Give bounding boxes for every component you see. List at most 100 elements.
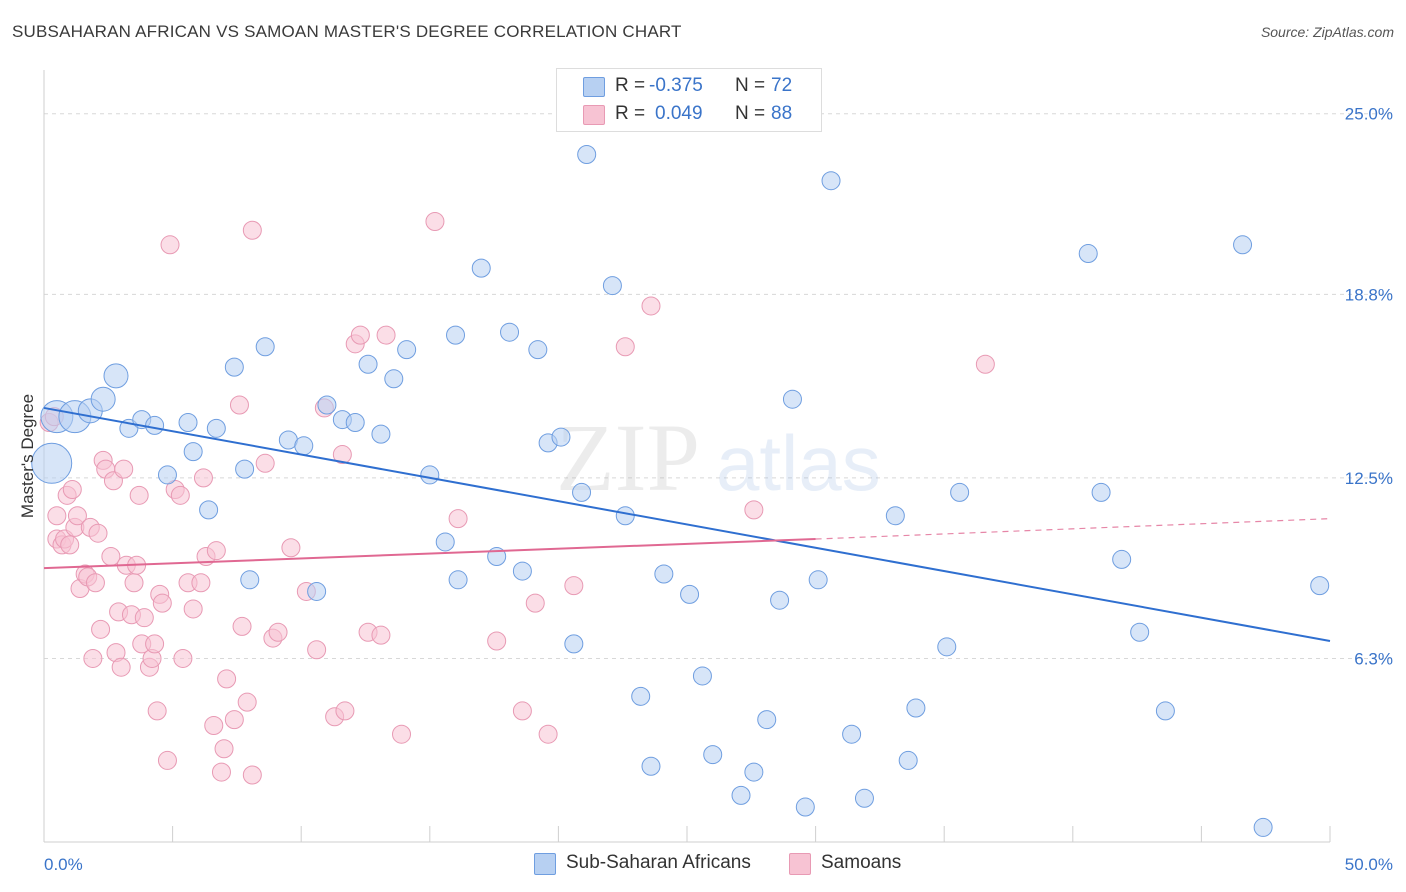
legend-label: Samoans — [821, 852, 902, 873]
sub-saharan-africans-point — [641, 756, 661, 776]
samoans-point — [60, 535, 80, 555]
sub-saharan-africans-point — [631, 686, 651, 706]
samoans-point — [281, 538, 301, 558]
sub-saharan-africans-point — [240, 570, 260, 590]
samoans-point — [448, 509, 468, 529]
sub-saharan-africans-point — [731, 785, 751, 805]
y-tick-label: 12.5% — [1345, 469, 1393, 488]
axis-labels: 6.3% 12.5% 18.8% 25.0% 0.0% 50.0% Master's Deg… — [18, 105, 1393, 874]
samoans-point — [62, 480, 82, 500]
legend-swatch-pink — [789, 853, 811, 875]
sub-saharan-africans-point — [1078, 244, 1098, 264]
samoans-point — [173, 648, 193, 668]
sub-saharan-africans-point — [145, 415, 165, 435]
source-credit: Source: ZipAtlas.com — [1260, 24, 1394, 40]
watermark-atlas: atlas — [716, 419, 881, 507]
sub-saharan-africans-point — [842, 724, 862, 744]
samoans-point — [641, 296, 661, 316]
sub-saharan-africans-point — [500, 322, 520, 342]
samoans-point — [255, 453, 275, 473]
chart-title: SUBSAHARAN AFRICAN VS SAMOAN MASTER'S DE… — [12, 22, 682, 41]
sub-saharan-africans-point — [371, 424, 391, 444]
samoans-point — [217, 669, 237, 689]
samoans-point — [83, 648, 103, 668]
sub-saharan-africans-point — [317, 395, 337, 415]
samoans-point — [232, 616, 252, 636]
samoans-point — [111, 657, 131, 677]
sub-saharan-africans-point — [937, 637, 957, 657]
legend-n-value: 88 — [771, 103, 793, 124]
samoans-point — [376, 325, 396, 345]
legend-n-label: N = — [735, 103, 766, 124]
legend-label: Sub-Saharan Africans — [566, 852, 751, 873]
sub-saharan-africans-point — [1233, 235, 1253, 255]
sub-saharan-africans-point — [397, 340, 417, 360]
samoans-point — [425, 211, 445, 231]
legend-r-label: R = — [615, 75, 646, 96]
sub-saharan-africans-point — [757, 710, 777, 730]
sub-saharan-africans-point — [1310, 576, 1330, 596]
sub-saharan-africans-point — [255, 337, 275, 357]
sub-saharan-africans-point — [90, 386, 116, 412]
y-tick-label: 25.0% — [1345, 105, 1393, 124]
sub-saharan-africans-point — [680, 584, 700, 604]
sub-saharan-africans-point — [420, 465, 440, 485]
samoans-point — [371, 625, 391, 645]
sub-saharan-africans-point — [615, 506, 635, 526]
legend-r-value: 0.049 — [655, 103, 703, 124]
sub-saharan-africans-point — [577, 144, 597, 164]
sub-saharan-africans-point — [294, 436, 314, 456]
sub-saharan-africans-point — [551, 427, 571, 447]
sub-saharan-africans-point — [744, 762, 764, 782]
samoans-point — [88, 523, 108, 543]
samoans-point — [392, 724, 412, 744]
samoans-point — [204, 715, 224, 735]
samoans-trend-extension — [815, 518, 1331, 540]
samoans-point — [350, 325, 370, 345]
sub-saharan-africans-point — [854, 788, 874, 808]
legend-n-label: N = — [735, 75, 766, 96]
sub-saharan-africans-point — [183, 442, 203, 462]
samoans-point — [152, 593, 172, 613]
samoans-point — [335, 701, 355, 721]
x-tick-label-right: 50.0% — [1345, 855, 1393, 874]
watermark: ZIP atlas — [556, 404, 881, 511]
samoans-point — [268, 622, 288, 642]
sub-saharan-africans-point — [178, 412, 198, 432]
sub-saharan-africans-trend-line — [43, 406, 1331, 642]
sub-saharan-africans-point — [358, 354, 378, 374]
samoans-point — [147, 701, 167, 721]
samoans-point — [975, 354, 995, 374]
correlation-legend: R = -0.375 N = 72 R = 0.049 N = 88 — [556, 68, 822, 132]
sub-saharan-africans-point — [808, 570, 828, 590]
samoans-point — [47, 506, 67, 526]
sub-saharan-africans-point — [795, 797, 815, 817]
samoans-point — [91, 619, 111, 639]
samoans-point — [183, 599, 203, 619]
sub-saharan-africans-point — [821, 171, 841, 191]
samoans-point — [242, 220, 262, 240]
sub-saharan-africans-point — [307, 581, 327, 601]
sub-saharan-africans-point — [770, 590, 790, 610]
samoans-point — [237, 692, 257, 712]
samoans-point — [525, 593, 545, 613]
sub-saharan-africans-point — [103, 363, 129, 389]
samoans-point — [211, 762, 231, 782]
samoans-point — [307, 640, 327, 660]
legend-swatch-pink — [583, 105, 605, 125]
sub-saharan-africans-point — [564, 634, 584, 654]
sub-saharan-africans-point — [235, 459, 255, 479]
legend-r-value: -0.375 — [649, 75, 703, 96]
sub-saharan-africans-point — [1091, 482, 1111, 502]
sub-saharan-africans-point — [384, 369, 404, 389]
samoans-point — [564, 576, 584, 596]
sub-saharan-africans-point — [471, 258, 491, 278]
sub-saharan-africans-point — [157, 465, 177, 485]
sub-saharan-africans-point — [898, 750, 918, 770]
sub-saharan-africans-point — [906, 698, 926, 718]
samoans-point — [67, 506, 87, 526]
samoans-point — [224, 710, 244, 730]
sub-saharan-africans-point — [1112, 549, 1132, 569]
sub-saharan-africans-point — [602, 276, 622, 296]
sub-saharan-africans-point — [446, 325, 466, 345]
